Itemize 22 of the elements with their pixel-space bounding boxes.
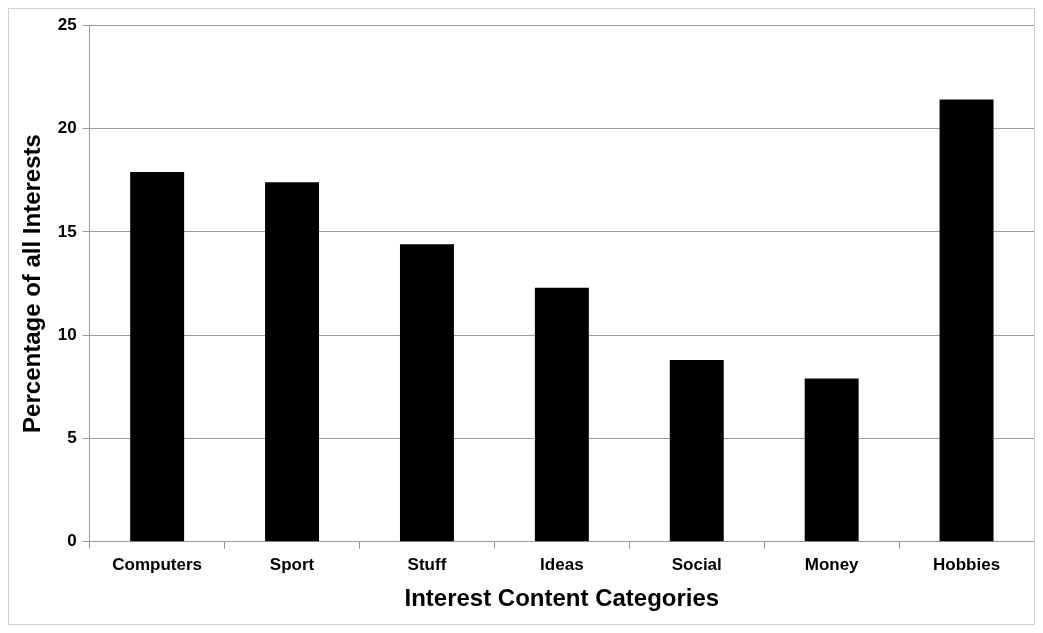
bar <box>399 244 454 542</box>
bar <box>130 171 185 542</box>
bar <box>265 182 320 542</box>
y-tick-label: 20 <box>57 118 77 138</box>
bar <box>534 287 589 542</box>
x-tick-label: Ideas <box>540 554 584 574</box>
x-tick-label: Stuff <box>407 554 447 574</box>
x-tick-label: Computers <box>112 554 203 574</box>
x-tick-label: Sport <box>269 554 315 574</box>
y-tick-label: 10 <box>57 324 77 344</box>
y-axis-title: Percentage of all Interests <box>18 134 46 433</box>
x-tick-label: Hobbies <box>933 554 1001 574</box>
y-tick-label: 25 <box>57 14 77 34</box>
bar <box>804 378 859 542</box>
x-tick-label: Social <box>671 554 722 574</box>
y-tick-label: 0 <box>67 531 77 551</box>
x-axis-title: Interest Content Categories <box>404 584 720 612</box>
bar <box>939 99 994 542</box>
x-tick-label: Money <box>804 554 860 574</box>
bar <box>669 359 724 542</box>
y-tick-label: 5 <box>67 428 77 448</box>
y-tick-label: 15 <box>57 221 77 241</box>
